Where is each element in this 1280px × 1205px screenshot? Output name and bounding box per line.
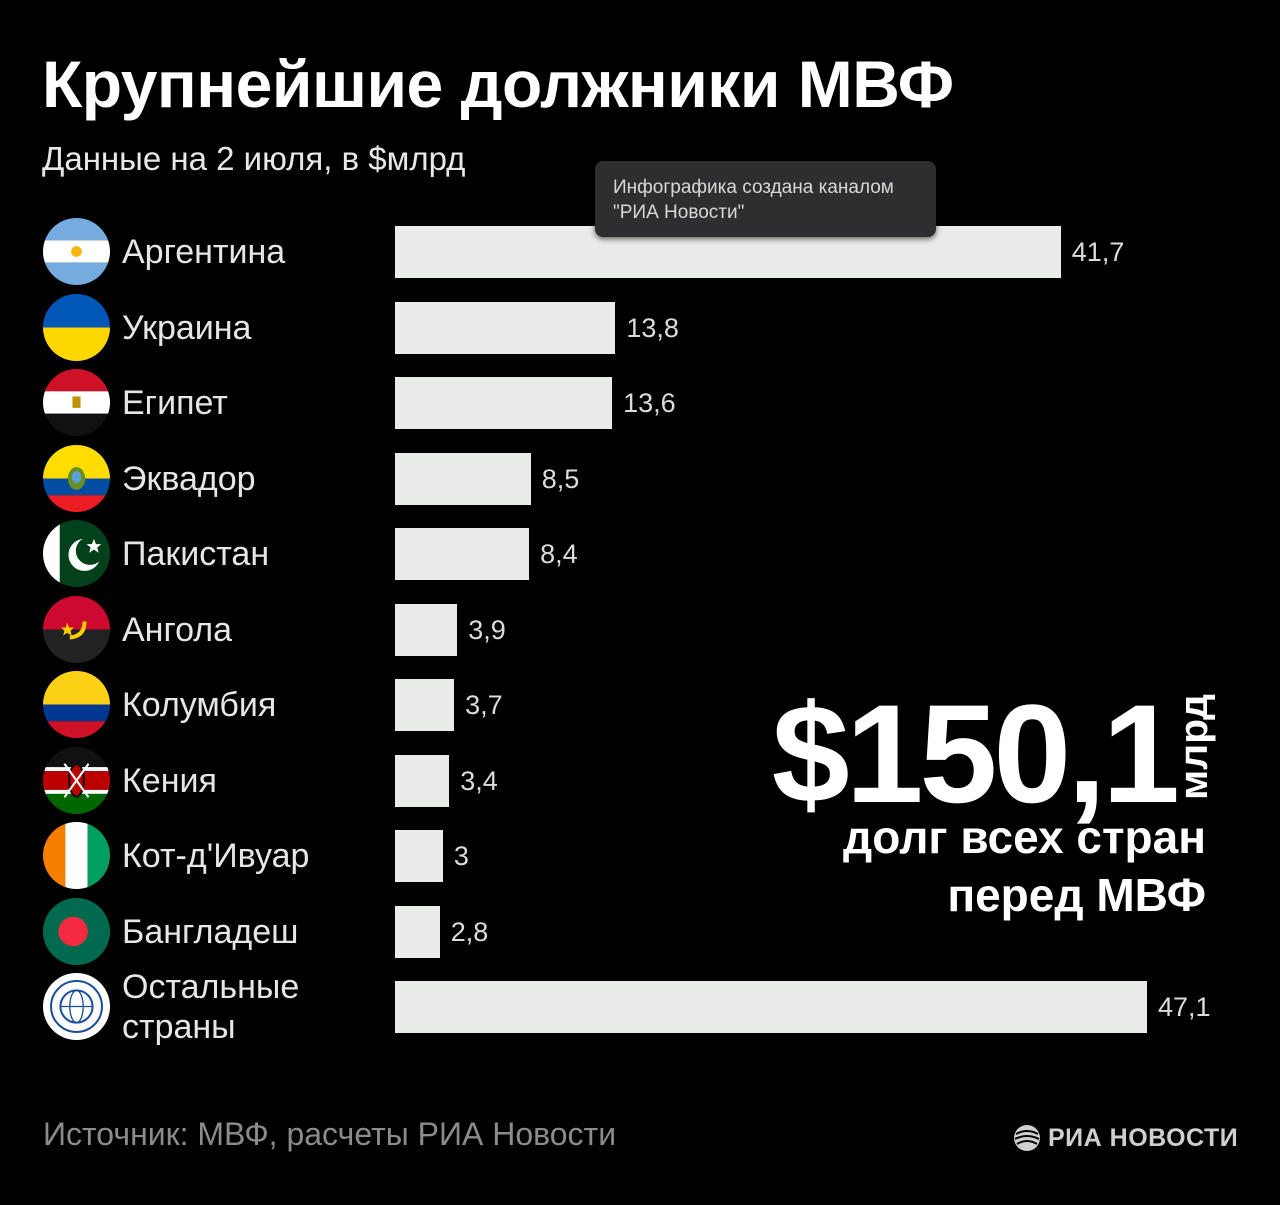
ukraine-flag-icon bbox=[43, 293, 110, 361]
category-label: Кот-д'Ивуар bbox=[122, 837, 310, 875]
bar bbox=[395, 452, 531, 505]
category-label: Кения bbox=[122, 761, 217, 800]
cote-divoire-flag-icon bbox=[43, 822, 110, 889]
bar-value-label: 2,8 bbox=[450, 916, 489, 947]
bar bbox=[395, 905, 440, 958]
total-amount: $150,1 bbox=[771, 675, 1180, 832]
category-label: Украина bbox=[122, 308, 252, 347]
bar-value-label: 47,1 bbox=[1158, 992, 1211, 1022]
bar-value-label: 13,8 bbox=[626, 312, 679, 343]
imf-logo-icon bbox=[43, 973, 110, 1040]
page-subtitle: Данные на 2 июля, в $млрд bbox=[42, 140, 466, 177]
category-label: Остальные страны bbox=[122, 968, 300, 1046]
tooltip-line-1: Инфографика создана каналом bbox=[613, 177, 894, 198]
bar-value-label: 41,7 bbox=[1071, 237, 1125, 267]
bar-value-label: 8,5 bbox=[541, 463, 580, 494]
category-label: Бангладеш bbox=[122, 912, 299, 951]
bar-value-label: 3,7 bbox=[465, 690, 503, 720]
tooltip: Инфографика создана каналом "РИА Новости… bbox=[595, 161, 936, 237]
bar-value-label: 3,9 bbox=[468, 614, 506, 645]
argentina-flag-icon bbox=[43, 218, 110, 285]
bangladesh-flag-icon bbox=[43, 897, 110, 965]
total-description-line-2: перед МВФ bbox=[947, 869, 1206, 921]
total-unit: млрд bbox=[1174, 694, 1216, 800]
bar bbox=[395, 603, 458, 656]
bar-value-label: 8,4 bbox=[540, 539, 578, 569]
ecuador-flag-icon bbox=[43, 444, 110, 512]
category-label: Ангола bbox=[122, 610, 233, 649]
bar-value-label: 3,4 bbox=[460, 765, 498, 796]
pakistan-flag-icon bbox=[43, 520, 110, 587]
page-title: Крупнейшие должники МВФ bbox=[42, 47, 954, 121]
bar-value-label: 13,6 bbox=[623, 388, 676, 418]
colombia-flag-icon bbox=[43, 671, 110, 738]
kenya-flag-icon bbox=[43, 746, 110, 814]
bar bbox=[395, 377, 613, 429]
egypt-flag-icon bbox=[43, 369, 110, 436]
tooltip-line-2: "РИА Новости" bbox=[613, 202, 745, 223]
bar bbox=[395, 830, 443, 882]
source-text: Источник: МВФ, расчеты РИА Новости bbox=[43, 1116, 617, 1152]
total-description: долг всех стран перед МВФ bbox=[843, 808, 1206, 924]
total-unit-text: млрд bbox=[1174, 694, 1216, 800]
category-label: Колумбия bbox=[122, 686, 277, 724]
ria-logo: РИА НОВОСТИ bbox=[1012, 1122, 1238, 1154]
category-label: Пакистан bbox=[122, 535, 270, 573]
category-label: Египет bbox=[122, 384, 228, 422]
total-description-line-1: долг всех стран bbox=[843, 811, 1206, 863]
bar bbox=[395, 981, 1147, 1033]
ria-globe-icon bbox=[1014, 1125, 1040, 1151]
bar bbox=[395, 301, 616, 354]
bar bbox=[395, 528, 530, 580]
angola-flag-icon bbox=[43, 595, 110, 663]
ria-logo-text: РИА НОВОСТИ bbox=[1048, 1123, 1239, 1152]
bar-value-label: 3 bbox=[453, 841, 469, 871]
category-label: Эквадор bbox=[122, 459, 256, 498]
category-label: Аргентина bbox=[122, 233, 286, 271]
bar bbox=[395, 754, 450, 807]
bar bbox=[395, 679, 455, 731]
